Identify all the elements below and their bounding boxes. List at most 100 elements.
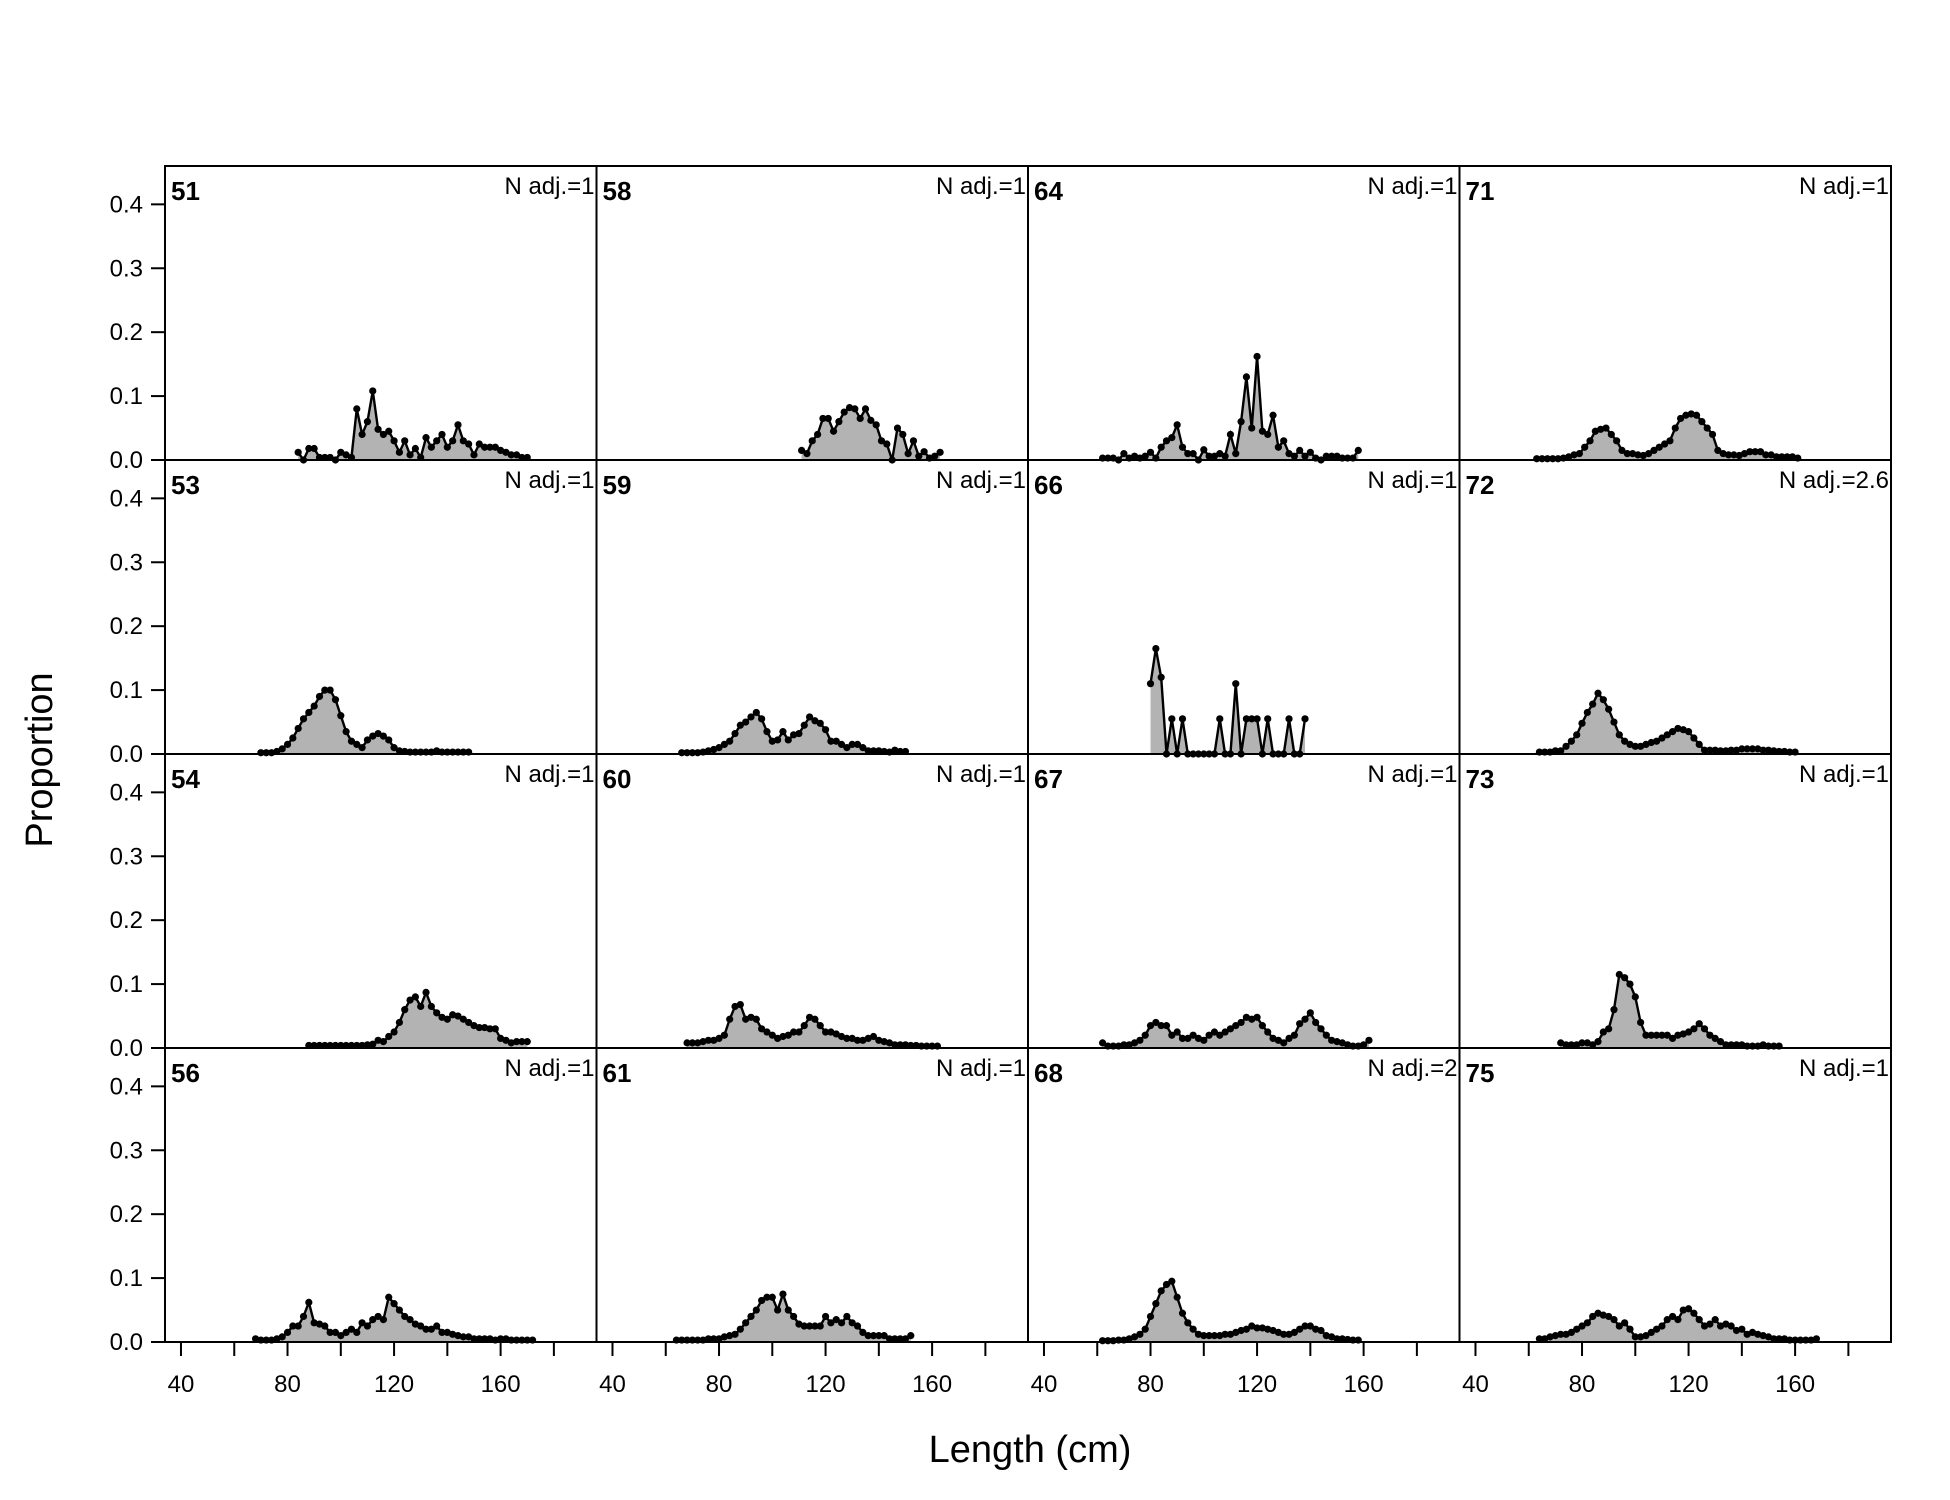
data-point	[704, 1335, 712, 1343]
x-tick-label: 120	[806, 1371, 846, 1398]
data-point	[811, 717, 819, 725]
data-point	[829, 427, 838, 435]
data-point	[385, 736, 393, 744]
data-point	[369, 732, 377, 740]
data-point	[736, 1000, 744, 1009]
panel-frame	[164, 753, 598, 1049]
data-point	[1328, 452, 1336, 460]
data-point	[1130, 1039, 1139, 1047]
data-point	[1706, 1031, 1714, 1039]
panel-54: 54 N adj.=1	[164, 753, 598, 1050]
data-point	[369, 1316, 377, 1324]
data-point	[1205, 452, 1213, 460]
data-point	[1322, 1031, 1330, 1039]
data-point	[784, 1306, 792, 1314]
data-point	[1727, 1041, 1735, 1049]
data-point	[1626, 1325, 1634, 1333]
data-point	[1269, 411, 1277, 419]
data-point	[843, 1034, 851, 1043]
data-point	[1184, 1319, 1192, 1327]
data-point	[1365, 1036, 1373, 1044]
data-point	[1594, 1038, 1602, 1046]
data-point	[1583, 708, 1591, 717]
data-point	[390, 437, 398, 445]
data-point	[688, 1039, 696, 1047]
data-point	[1716, 1038, 1725, 1046]
data-point	[1567, 1041, 1575, 1049]
data-point	[1751, 448, 1759, 456]
data-point	[401, 1006, 409, 1014]
x-tick-label: 80	[274, 1371, 301, 1398]
area-fill	[1150, 648, 1306, 754]
data-point	[758, 715, 766, 723]
data-point	[1146, 1312, 1155, 1321]
data-point	[283, 1328, 292, 1337]
data-point	[800, 1022, 808, 1030]
data-point	[385, 1293, 393, 1301]
data-point	[1210, 452, 1219, 460]
data-point	[1248, 715, 1256, 723]
data-point	[811, 1015, 819, 1023]
data-point	[758, 1296, 766, 1305]
data-point	[1674, 1316, 1682, 1324]
data-point	[390, 1028, 398, 1036]
data-point	[1306, 1322, 1314, 1330]
data-point	[1658, 1031, 1666, 1039]
data-point	[1621, 974, 1629, 982]
panel-grid: 51 N adj.=1 58 N adj.=1 64 N adj.=1 71 N adj.=1…	[110, 165, 1892, 1398]
data-point	[813, 430, 822, 439]
panel-64: 64 N adj.=1	[1027, 165, 1461, 464]
data-point	[305, 708, 313, 717]
data-point	[337, 1332, 345, 1340]
data-point	[899, 430, 907, 439]
data-point	[1354, 446, 1362, 455]
n-adj-label: N adj.=1	[1799, 173, 1889, 200]
data-point	[936, 448, 944, 456]
data-point	[1626, 980, 1634, 988]
panel-frame	[1458, 459, 1892, 755]
data-point	[915, 452, 923, 460]
x-tick-label: 120	[374, 1371, 414, 1398]
data-point	[819, 414, 827, 423]
n-adj-label: N adj.=1	[1799, 1055, 1889, 1082]
panel-51: 51 N adj.=1	[164, 165, 598, 464]
data-point	[864, 747, 872, 755]
panel-id-label: 66	[1034, 470, 1063, 500]
data-point	[331, 1328, 340, 1337]
data-point	[1621, 737, 1629, 745]
panel-id-label: 53	[171, 470, 200, 500]
data-point	[784, 736, 792, 744]
data-point	[395, 1018, 403, 1027]
data-point	[1562, 1041, 1570, 1049]
data-point	[1189, 1031, 1197, 1039]
data-point	[1152, 1018, 1160, 1027]
x-axis-title: Length (cm)	[929, 1429, 1132, 1471]
panel-id-label: 72	[1466, 470, 1495, 500]
data-point	[1253, 1013, 1261, 1021]
panel-id-label: 60	[603, 764, 632, 794]
area-fill	[1539, 693, 1796, 754]
data-point	[1296, 446, 1304, 455]
y-tick-label: 0.0	[110, 1329, 143, 1356]
data-point	[401, 437, 409, 445]
data-point	[347, 737, 356, 745]
n-adj-label: N adj.=1	[504, 173, 594, 200]
data-point	[715, 744, 723, 752]
data-point	[1567, 1328, 1575, 1337]
data-point	[1573, 1325, 1581, 1333]
data-point	[1253, 1324, 1261, 1332]
data-point	[720, 740, 728, 749]
data-point	[1610, 1006, 1618, 1014]
data-point	[427, 443, 435, 451]
data-point	[790, 1312, 798, 1321]
data-point	[1716, 747, 1725, 755]
data-point	[909, 437, 918, 445]
data-point	[1653, 1031, 1661, 1039]
data-point	[869, 1032, 878, 1041]
panel-66: 66 N adj.=1	[1027, 459, 1461, 758]
data-point	[877, 437, 886, 445]
data-point	[1730, 451, 1738, 459]
data-point	[795, 729, 803, 738]
data-point	[1700, 1025, 1709, 1033]
